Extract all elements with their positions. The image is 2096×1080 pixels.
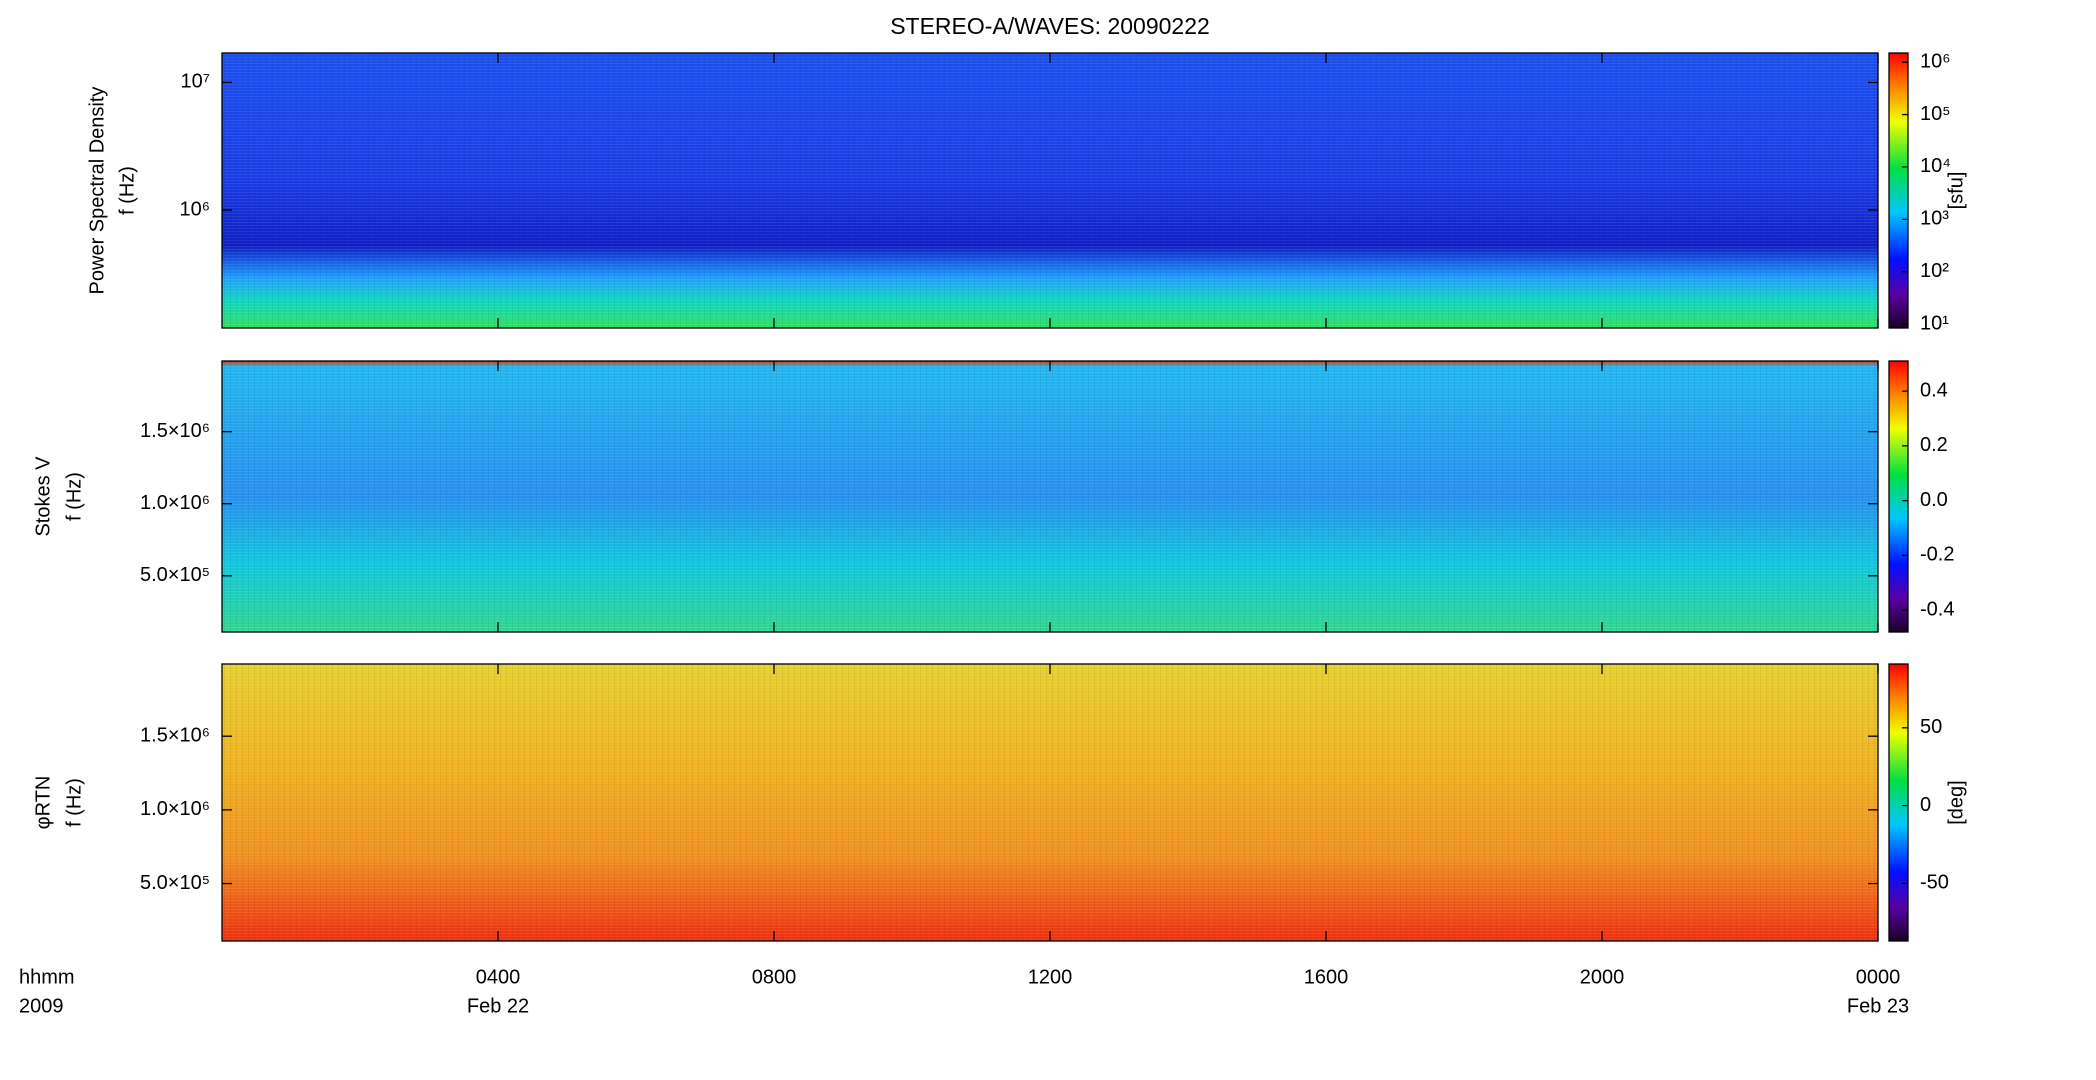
- colorbar-tick-label: 0.2: [1920, 434, 1948, 456]
- colorbar-tick-label: 10⁵: [1920, 103, 1951, 125]
- x-tick-label: 0000: [1856, 966, 1901, 988]
- colorbar: [1888, 663, 1909, 942]
- colorbar-tick-label: 10¹: [1920, 312, 1949, 334]
- chart-title: STEREO-A/WAVES: 20090222: [890, 13, 1210, 39]
- y-tick-label: 10⁶: [180, 198, 210, 220]
- x-date-label: Feb 22: [467, 995, 529, 1017]
- colorbar-tick-label: 10⁶: [1920, 51, 1950, 73]
- y-axis-label: φRTN: [32, 776, 54, 830]
- x-tick-label: 2000: [1580, 966, 1625, 988]
- colorbar-tick-label: 0.4: [1920, 379, 1948, 401]
- y-axis-label: f (Hz): [63, 778, 85, 827]
- colorbar-tick-label: 10⁴: [1920, 155, 1951, 177]
- x-date-label: Feb 23: [1847, 995, 1909, 1017]
- colorbar-tick-label: 10²: [1920, 260, 1949, 282]
- colorbar-tick-label: 50: [1920, 716, 1942, 738]
- y-tick-label: 5.0×10⁵: [140, 872, 210, 894]
- x-tick-label: 1200: [1028, 966, 1073, 988]
- y-tick-label: 5.0×10⁵: [140, 564, 210, 586]
- colorbar-label: [deg]: [1945, 780, 1967, 824]
- y-axis-label: Power Spectral Density: [86, 87, 108, 295]
- colorbar-tick-label: 0: [1920, 794, 1931, 816]
- y-tick-label: 1.5×10⁶: [140, 724, 210, 746]
- spectrogram-texture: [222, 664, 1878, 941]
- x-tick-label: 0400: [476, 966, 521, 988]
- colorbar-tick-label: -0.2: [1920, 544, 1954, 566]
- colorbar-tick-label: -0.4: [1920, 598, 1954, 620]
- y-tick-label: 1.5×10⁶: [140, 420, 210, 442]
- y-axis-label: f (Hz): [63, 472, 85, 521]
- colorbar-tick-label: 10³: [1920, 208, 1949, 230]
- colorbar-tick-label: 0.0: [1920, 489, 1948, 511]
- spectrogram-texture: [222, 53, 1878, 328]
- colorbar: [1888, 52, 1909, 329]
- colorbar-label: [sfu]: [1945, 172, 1967, 210]
- x-axis-label: hhmm: [19, 966, 75, 988]
- colorbar: [1888, 360, 1909, 633]
- colorbar-tick-label: -50: [1920, 872, 1949, 894]
- y-tick-label: 10⁷: [181, 71, 210, 93]
- spectrogram-texture: [222, 361, 1878, 632]
- x-tick-label: 1600: [1304, 966, 1349, 988]
- y-axis-label: Stokes V: [32, 456, 54, 537]
- x-tick-label: 0800: [752, 966, 797, 988]
- y-axis-label: f (Hz): [116, 166, 138, 215]
- x-axis-label: 2009: [19, 995, 64, 1017]
- y-tick-label: 1.0×10⁶: [140, 492, 210, 514]
- y-tick-label: 1.0×10⁶: [140, 798, 210, 820]
